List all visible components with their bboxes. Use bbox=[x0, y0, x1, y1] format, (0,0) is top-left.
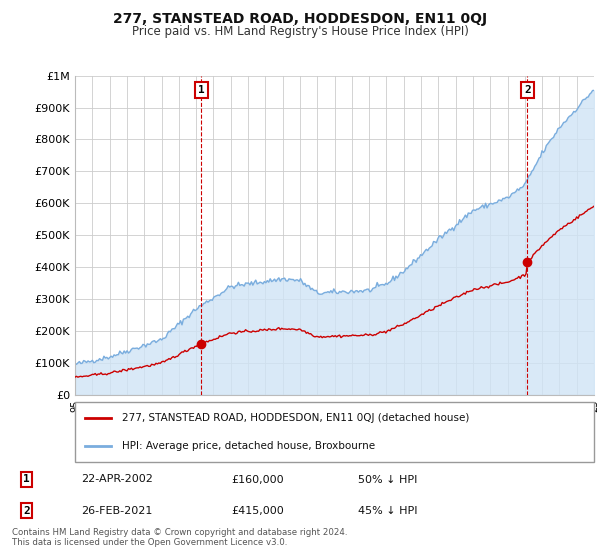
Text: £415,000: £415,000 bbox=[231, 506, 284, 516]
Text: 277, STANSTEAD ROAD, HODDESDON, EN11 0QJ (detached house): 277, STANSTEAD ROAD, HODDESDON, EN11 0QJ… bbox=[122, 413, 469, 423]
Text: Contains HM Land Registry data © Crown copyright and database right 2024.
This d: Contains HM Land Registry data © Crown c… bbox=[12, 528, 347, 547]
Text: Price paid vs. HM Land Registry's House Price Index (HPI): Price paid vs. HM Land Registry's House … bbox=[131, 25, 469, 38]
Text: 277, STANSTEAD ROAD, HODDESDON, EN11 0QJ: 277, STANSTEAD ROAD, HODDESDON, EN11 0QJ bbox=[113, 12, 487, 26]
Text: 22-APR-2002: 22-APR-2002 bbox=[81, 474, 153, 484]
Text: 1: 1 bbox=[23, 474, 30, 484]
Text: 26-FEB-2021: 26-FEB-2021 bbox=[81, 506, 152, 516]
Text: £160,000: £160,000 bbox=[231, 474, 284, 484]
Text: 45% ↓ HPI: 45% ↓ HPI bbox=[358, 506, 417, 516]
FancyBboxPatch shape bbox=[75, 402, 594, 462]
Text: 2: 2 bbox=[23, 506, 30, 516]
Text: 2: 2 bbox=[524, 85, 531, 95]
Text: 50% ↓ HPI: 50% ↓ HPI bbox=[358, 474, 417, 484]
Text: 1: 1 bbox=[198, 85, 205, 95]
Text: HPI: Average price, detached house, Broxbourne: HPI: Average price, detached house, Brox… bbox=[122, 441, 375, 451]
